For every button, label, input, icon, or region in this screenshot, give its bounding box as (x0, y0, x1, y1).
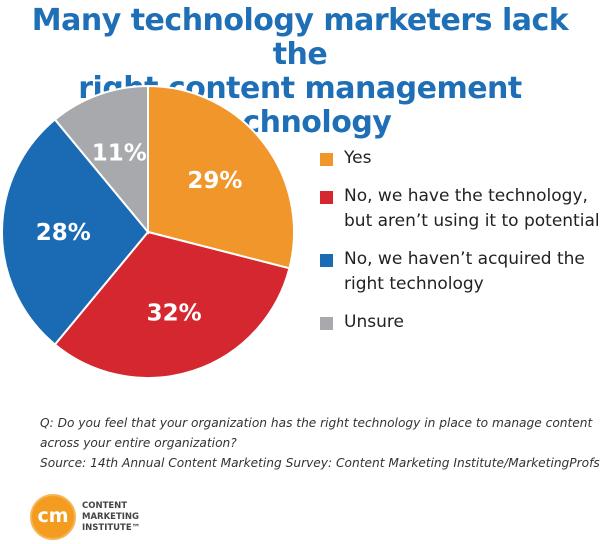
slice-not-using (53, 230, 291, 379)
cmi-logo: cm CONTENT MARKETING INSTITUTE™ (30, 494, 230, 542)
slice-unsure (53, 84, 149, 235)
legend-label: No, we haven’t acquired the right techno… (344, 249, 585, 294)
question-line-1: Q: Do you feel that your organization ha… (40, 416, 593, 430)
source-line: Source: 14th Annual Content Marketing Su… (40, 456, 600, 470)
logo-line-1: CONTENT (82, 501, 128, 511)
legend-swatch (320, 191, 333, 204)
slice-value-label: 11% (92, 140, 147, 166)
legend-label: Yes (344, 148, 372, 168)
question-line-2: across your entire organization? (40, 436, 237, 450)
logo-line-2: MARKETING (82, 512, 140, 522)
pie-chart: 29% 32% 28% 11% (1, 84, 295, 379)
legend-item-unsure: Unsure (320, 310, 600, 335)
legend-label: Unsure (344, 312, 404, 332)
logo-line-3: INSTITUTE™ (82, 523, 141, 533)
title-line-1: Many technology marketers lack the (31, 3, 569, 72)
legend-swatch (320, 317, 333, 330)
legend-item-not-acquired: No, we haven’t acquired the right techno… (320, 247, 600, 297)
legend-swatch (320, 254, 333, 267)
slice-yes (147, 84, 295, 270)
logo-wordmark: CONTENT MARKETING INSTITUTE™ (82, 501, 140, 534)
logo-mark: cm (37, 505, 69, 527)
survey-note: Q: Do you feel that your organization ha… (40, 413, 600, 473)
slice-not-acquired (1, 118, 150, 346)
legend-swatch (320, 153, 333, 166)
slice-value-label: 29% (187, 168, 242, 194)
slice-value-label: 32% (147, 301, 202, 327)
legend: Yes No, we have the technology, but aren… (320, 146, 600, 348)
logo-circle (30, 494, 76, 540)
legend-label: No, we have the technology, but aren’t u… (344, 186, 600, 231)
legend-item-yes: Yes (320, 146, 600, 171)
slice-value-label: 28% (36, 220, 91, 246)
legend-item-not-using: No, we have the technology, but aren’t u… (320, 184, 600, 234)
chart-title: Many technology marketers lack the right… (0, 4, 600, 140)
